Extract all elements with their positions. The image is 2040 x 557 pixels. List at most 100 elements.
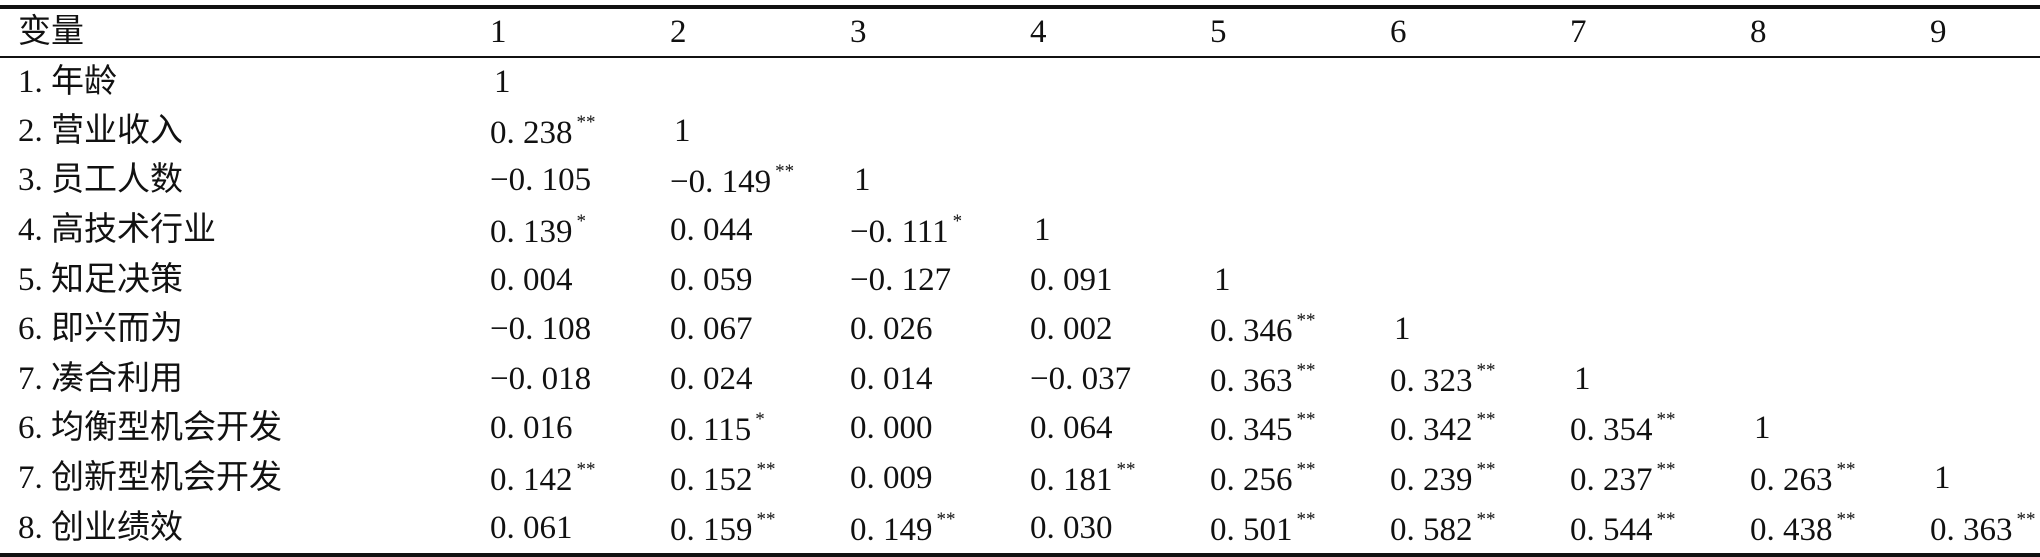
- table-cell: 1: [850, 156, 1030, 206]
- table-cell: 0. 237 **: [1570, 454, 1750, 504]
- table-cell: 1: [1390, 305, 1570, 355]
- table-cell: 0. 582 **: [1390, 503, 1570, 553]
- cell-value: 1: [1754, 410, 1771, 447]
- table-cell: [1750, 305, 1930, 355]
- cell-value: 0. 363: [1210, 362, 1293, 399]
- row-variable-label: 4. 高技术行业: [18, 212, 216, 249]
- table-cell: 0. 256 **: [1210, 454, 1390, 504]
- table-row: 6. 均衡型机会开发 0. 016 0. 115 * 0. 000 0. 064 0. 34…: [0, 404, 2040, 454]
- cell-value: 0. 142: [490, 462, 573, 499]
- header-col-3: 3: [850, 9, 1030, 58]
- table-cell: [1390, 206, 1570, 256]
- table-cell: [1030, 156, 1210, 206]
- row-variable-label: 6. 即兴而为: [18, 311, 183, 348]
- row-variable-label: 6. 均衡型机会开发: [18, 410, 282, 447]
- header-col-3-label: 3: [850, 14, 867, 50]
- table-cell: 0. 239 **: [1390, 454, 1570, 504]
- table-cell: 0. 002: [1030, 305, 1210, 355]
- row-variable-label: 7. 创新型机会开发: [18, 460, 282, 497]
- table-cell: [1930, 57, 2040, 107]
- cell-value: 0. 024: [670, 360, 753, 397]
- header-col-4-label: 4: [1030, 14, 1047, 50]
- row-variable-label: 8. 创业绩效: [18, 509, 183, 546]
- cell-value: −0. 018: [490, 360, 592, 397]
- cell-value: 1: [1034, 212, 1051, 249]
- cell-value: 0. 009: [850, 460, 933, 497]
- table-row: 1. 年龄 1: [0, 57, 2040, 107]
- cell-value: 0. 501: [1210, 511, 1293, 548]
- table-cell: [1750, 255, 1930, 305]
- header-col-1-label: 1: [490, 14, 507, 50]
- table-cell: 0. 152 **: [670, 454, 850, 504]
- cell-value: 0. 030: [1030, 509, 1113, 546]
- table-cell: [1930, 305, 2040, 355]
- header-col-2: 2: [670, 9, 850, 58]
- correlation-table: 变量 1 2 3 4 5 6 7 8 9 1. 年龄 1 2. 营业收入 0. 238…: [0, 9, 2040, 553]
- cell-value: 0. 438: [1750, 511, 1833, 548]
- table-cell: 0. 363 **: [1930, 503, 2040, 553]
- table-cell: 0. 263 **: [1750, 454, 1930, 504]
- row-variable-label: 2. 营业收入: [18, 112, 183, 149]
- cell-value: 0. 237: [1570, 462, 1653, 499]
- cell-value: 0. 152: [670, 462, 753, 499]
- table-cell: 0. 345 **: [1210, 404, 1390, 454]
- table-cell: [1390, 156, 1570, 206]
- cell-value: 0. 582: [1390, 511, 1473, 548]
- header-col-6-label: 6: [1390, 14, 1407, 50]
- cell-value: 0. 044: [670, 212, 753, 249]
- header-col-1: 1: [490, 9, 670, 58]
- table-cell: 0. 091: [1030, 255, 1210, 305]
- cell-value: 0. 115: [670, 412, 752, 449]
- table-cell: 0. 149 **: [850, 503, 1030, 553]
- cell-value: 0. 238: [490, 114, 573, 151]
- cell-value: 0. 159: [670, 511, 753, 548]
- table-cell: [850, 107, 1030, 157]
- significance-marker: **: [1656, 459, 1676, 481]
- cell-value: 1: [494, 63, 511, 100]
- table-cell: 0. 067: [670, 305, 850, 355]
- cell-value: −0. 149: [670, 164, 772, 201]
- row-variable-label: 3. 员工人数: [18, 162, 183, 199]
- cell-value: 0. 256: [1210, 462, 1293, 499]
- significance-marker: *: [952, 211, 963, 233]
- table-cell: 0. 014: [850, 355, 1030, 405]
- table-cell: [1390, 255, 1570, 305]
- table-cell: [1030, 107, 1210, 157]
- table-cell: 1: [1030, 206, 1210, 256]
- significance-marker: **: [1296, 459, 1316, 481]
- table-cell: [1210, 206, 1390, 256]
- table-cell: 0. 044: [670, 206, 850, 256]
- significance-marker: **: [756, 459, 776, 481]
- table-cell: [1930, 156, 2040, 206]
- table-header-row: 变量 1 2 3 4 5 6 7 8 9: [0, 9, 2040, 58]
- significance-marker: *: [755, 409, 765, 431]
- table-cell: [1570, 57, 1750, 107]
- table-cell: 1: [1210, 255, 1390, 305]
- header-col-8-label: 8: [1750, 14, 1767, 50]
- significance-marker: **: [1476, 459, 1496, 481]
- significance-marker: **: [1836, 459, 1856, 481]
- cell-value: 1: [1934, 460, 1951, 497]
- table-cell: 1: [670, 107, 850, 157]
- table-cell: 0. 501 **: [1210, 503, 1390, 553]
- cell-value: 0. 004: [490, 261, 573, 298]
- table-cell: [1750, 156, 1930, 206]
- significance-marker: **: [1656, 409, 1676, 431]
- significance-marker: **: [1296, 409, 1316, 431]
- significance-marker: **: [756, 508, 776, 530]
- cell-value: 0. 002: [1030, 311, 1113, 348]
- header-col-4: 4: [1030, 9, 1210, 58]
- cell-value: 0. 354: [1570, 412, 1653, 449]
- cell-value: 0. 000: [850, 410, 933, 447]
- table-cell: [1390, 57, 1570, 107]
- cell-value: 0. 345: [1210, 412, 1293, 449]
- header-col-7: 7: [1570, 9, 1750, 58]
- table-row: 7. 创新型机会开发 0. 142 ** 0. 152 ** 0. 009 0. 181 **…: [0, 454, 2040, 504]
- table-cell: [1930, 404, 2040, 454]
- table-row: 2. 营业收入 0. 238 ** 1: [0, 107, 2040, 157]
- cell-value: 0. 067: [670, 311, 753, 348]
- cell-value: 0. 239: [1390, 462, 1473, 499]
- table-cell: 0. 346 **: [1210, 305, 1390, 355]
- row-variable-label: 1. 年龄: [18, 63, 117, 100]
- table-cell: 1: [490, 57, 670, 107]
